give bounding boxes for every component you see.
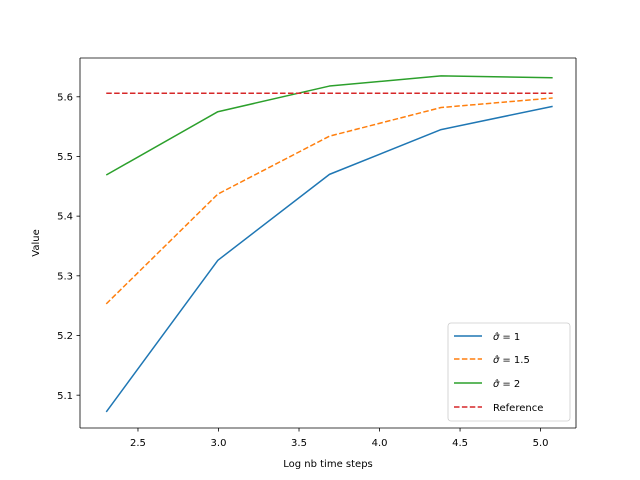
- x-tick-label: 2.5: [130, 438, 146, 449]
- legend-items: σ̂ = 1 σ̂ = 1.5 σ̂ = 2 Reference: [454, 331, 543, 414]
- legend-box: [447, 322, 571, 422]
- y-tick-label: 5.5: [57, 152, 73, 163]
- legend-label-1: σ̂ = 1: [493, 331, 520, 343]
- legend-label-4: Reference: [493, 403, 543, 414]
- y-axis-label: Value: [31, 229, 42, 256]
- series-line-2: [105, 97, 553, 305]
- series-line-3: [105, 75, 553, 176]
- x-tick-label: 3.0: [211, 438, 227, 449]
- y-tick-label: 5.3: [57, 271, 73, 282]
- series-layer: [105, 75, 553, 413]
- axes-frame: [79, 57, 577, 429]
- x-tick-label: 5.0: [533, 438, 549, 449]
- y-tick-label: 5.1: [57, 391, 73, 402]
- series-line-1: [105, 105, 553, 413]
- legend: σ̂ = 1 σ̂ = 1.5 σ̂ = 2 Reference: [447, 322, 571, 422]
- x-axis-label: Log nb time steps: [283, 459, 373, 470]
- x-tick-label: 4.0: [372, 438, 388, 449]
- x-tick-label: 4.5: [452, 438, 468, 449]
- y-tick-label: 5.4: [57, 212, 73, 223]
- y-tick-label: 5.2: [57, 331, 73, 342]
- x-tick-label: 3.5: [291, 438, 307, 449]
- y-axis-ticks: 5.1 5.2 5.3 5.4 5.5 5.6: [57, 92, 80, 402]
- legend-label-3: σ̂ = 2: [493, 378, 520, 390]
- y-tick-label: 5.6: [57, 92, 73, 103]
- legend-label-2: σ̂ = 1.5: [493, 354, 530, 366]
- x-axis-ticks: 2.5 3.0 3.5 4.0 4.5 5.0: [130, 428, 549, 449]
